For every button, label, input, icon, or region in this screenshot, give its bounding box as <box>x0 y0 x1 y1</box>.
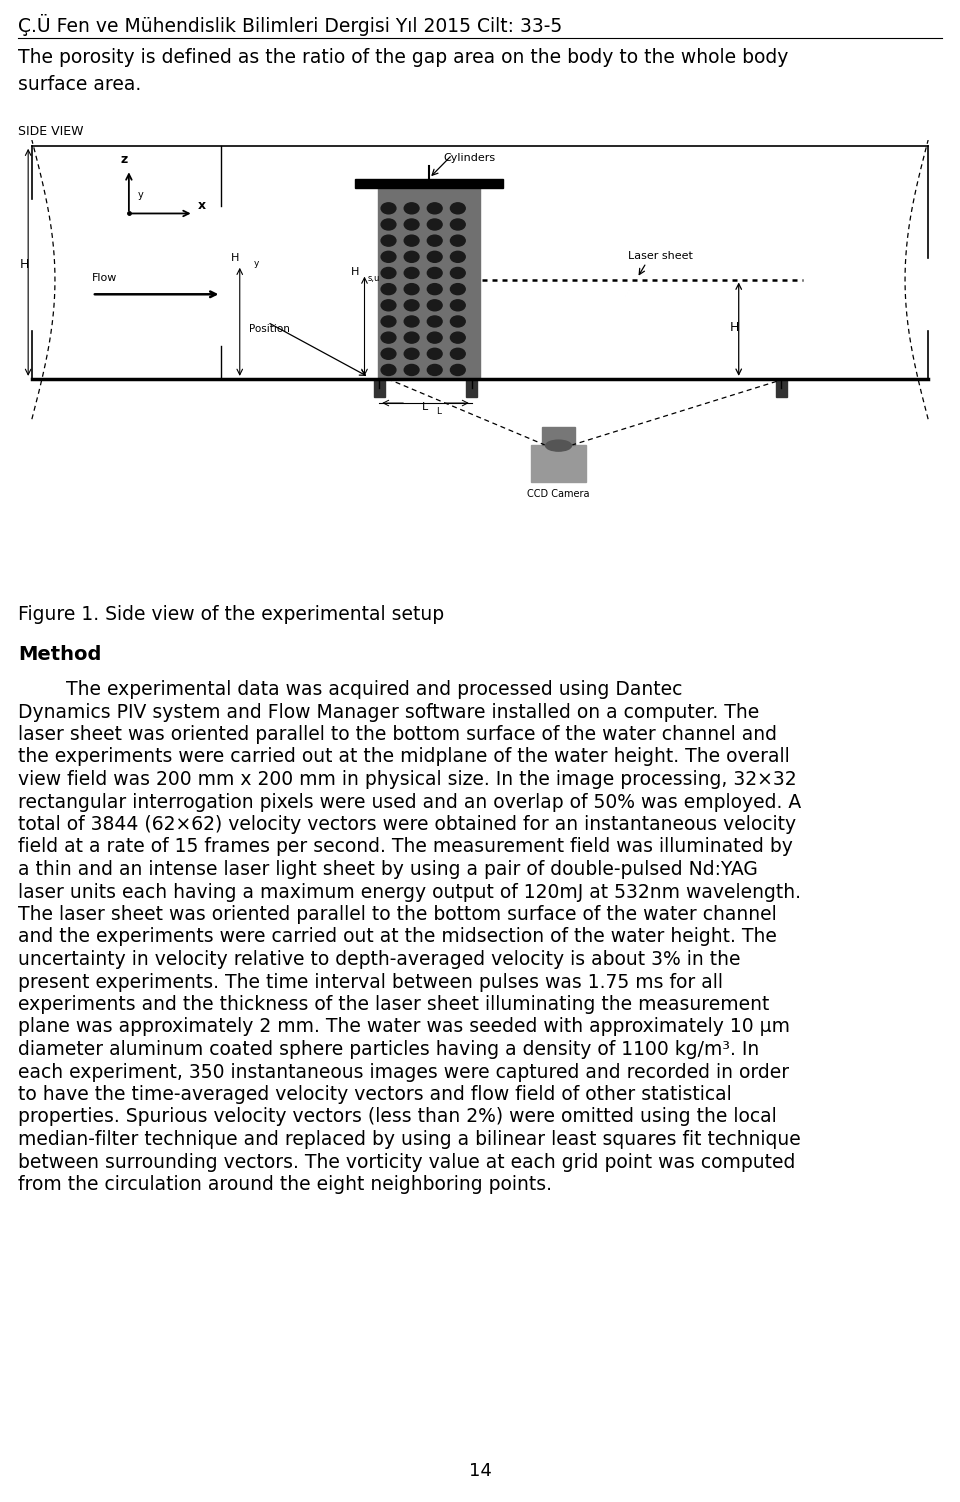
Ellipse shape <box>427 236 443 246</box>
Text: uncertainty in velocity relative to depth-averaged velocity is about 3% in the: uncertainty in velocity relative to dept… <box>18 949 740 969</box>
Ellipse shape <box>450 251 466 263</box>
Text: The laser sheet was oriented parallel to the bottom surface of the water channel: The laser sheet was oriented parallel to… <box>18 906 777 924</box>
Ellipse shape <box>404 348 419 359</box>
Bar <box>531 445 587 482</box>
Ellipse shape <box>404 284 419 294</box>
Text: laser units each having a maximum energy output of 120mJ at 532nm wavelength.: laser units each having a maximum energy… <box>18 883 801 901</box>
Ellipse shape <box>450 284 466 294</box>
Text: L: L <box>421 403 428 413</box>
Text: H: H <box>350 267 359 278</box>
Text: Position: Position <box>249 323 290 333</box>
Bar <box>373 379 385 397</box>
Ellipse shape <box>427 332 443 342</box>
Text: SIDE VIEW: SIDE VIEW <box>18 125 84 138</box>
Text: from the circulation around the eight neighboring points.: from the circulation around the eight ne… <box>18 1175 552 1194</box>
Text: plane was approximately 2 mm. The water was seeded with approximately 10 μm: plane was approximately 2 mm. The water … <box>18 1017 790 1036</box>
Ellipse shape <box>404 332 419 342</box>
Text: field at a rate of 15 frames per second. The measurement field was illuminated b: field at a rate of 15 frames per second.… <box>18 838 793 856</box>
Ellipse shape <box>404 267 419 278</box>
Bar <box>776 379 787 397</box>
Ellipse shape <box>450 267 466 278</box>
Text: Laser sheet: Laser sheet <box>628 251 693 261</box>
Text: between surrounding vectors. The vorticity value at each grid point was computed: between surrounding vectors. The vortici… <box>18 1152 796 1172</box>
Text: y: y <box>138 191 144 200</box>
Text: diameter aluminum coated sphere particles having a density of 1100 kg/m³. In: diameter aluminum coated sphere particle… <box>18 1039 759 1059</box>
Ellipse shape <box>404 203 419 213</box>
Text: 14: 14 <box>468 1461 492 1479</box>
Text: Method: Method <box>18 644 102 664</box>
Ellipse shape <box>381 236 396 246</box>
Ellipse shape <box>427 219 443 230</box>
Text: H: H <box>730 321 739 333</box>
Text: s,u: s,u <box>368 273 379 282</box>
Ellipse shape <box>404 315 419 327</box>
Ellipse shape <box>427 365 443 376</box>
Ellipse shape <box>450 219 466 230</box>
Text: experiments and the thickness of the laser sheet illuminating the measurement: experiments and the thickness of the las… <box>18 994 769 1014</box>
Ellipse shape <box>450 300 466 311</box>
Text: CCD Camera: CCD Camera <box>527 490 589 499</box>
Ellipse shape <box>404 365 419 376</box>
Ellipse shape <box>450 332 466 342</box>
Ellipse shape <box>450 203 466 213</box>
Bar <box>355 179 503 188</box>
Ellipse shape <box>381 315 396 327</box>
Text: z: z <box>121 153 128 165</box>
Ellipse shape <box>427 267 443 278</box>
Ellipse shape <box>450 365 466 376</box>
Text: L: L <box>436 407 441 416</box>
Text: Dynamics PIV system and Flow Manager software installed on a computer. The: Dynamics PIV system and Flow Manager sof… <box>18 703 759 721</box>
Ellipse shape <box>545 440 571 451</box>
Text: present experiments. The time interval between pulses was 1.75 ms for all: present experiments. The time interval b… <box>18 972 723 991</box>
Ellipse shape <box>381 251 396 263</box>
Text: Flow: Flow <box>92 273 117 284</box>
Ellipse shape <box>381 365 396 376</box>
Text: total of 3844 (62×62) velocity vectors were obtained for an instantaneous veloci: total of 3844 (62×62) velocity vectors w… <box>18 816 796 834</box>
Ellipse shape <box>450 348 466 359</box>
Text: rectangular interrogation pixels were used and an overlap of 50% was employed. A: rectangular interrogation pixels were us… <box>18 793 802 811</box>
Ellipse shape <box>450 236 466 246</box>
Text: The experimental data was acquired and processed using Dantec: The experimental data was acquired and p… <box>18 680 683 698</box>
Text: laser sheet was oriented parallel to the bottom surface of the water channel and: laser sheet was oriented parallel to the… <box>18 725 777 743</box>
Bar <box>378 188 480 379</box>
Text: median-filter technique and replaced by using a bilinear least squares fit techn: median-filter technique and replaced by … <box>18 1130 801 1149</box>
Ellipse shape <box>404 236 419 246</box>
Ellipse shape <box>404 251 419 263</box>
Text: Ç.Ü Fen ve Mühendislik Bilimleri Dergisi Yıl 2015 Cilt: 33-5: Ç.Ü Fen ve Mühendislik Bilimleri Dergisi… <box>18 14 563 36</box>
Text: a thin and an intense laser light sheet by using a pair of double-pulsed Nd:YAG: a thin and an intense laser light sheet … <box>18 861 757 879</box>
Ellipse shape <box>427 284 443 294</box>
Text: Cylinders: Cylinders <box>444 153 495 164</box>
Ellipse shape <box>427 300 443 311</box>
Text: to have the time-averaged velocity vectors and flow field of other statistical: to have the time-averaged velocity vecto… <box>18 1084 732 1104</box>
Text: properties. Spurious velocity vectors (less than 2%) were omitted using the loca: properties. Spurious velocity vectors (l… <box>18 1107 777 1126</box>
Ellipse shape <box>381 267 396 278</box>
Text: H: H <box>230 252 239 263</box>
Text: H: H <box>20 258 29 272</box>
Ellipse shape <box>427 315 443 327</box>
Ellipse shape <box>404 219 419 230</box>
Ellipse shape <box>427 203 443 213</box>
Ellipse shape <box>381 348 396 359</box>
Text: view field was 200 mm x 200 mm in physical size. In the image processing, 32×32: view field was 200 mm x 200 mm in physic… <box>18 771 797 789</box>
Text: the experiments were carried out at the midplane of the water height. The overal: the experiments were carried out at the … <box>18 748 790 766</box>
Ellipse shape <box>381 332 396 342</box>
Bar <box>467 379 477 397</box>
Text: Figure 1. Side view of the experimental setup: Figure 1. Side view of the experimental … <box>18 605 444 623</box>
Ellipse shape <box>381 300 396 311</box>
Ellipse shape <box>427 348 443 359</box>
Text: and the experiments were carried out at the midsection of the water height. The: and the experiments were carried out at … <box>18 928 777 946</box>
Text: x: x <box>198 198 206 212</box>
Ellipse shape <box>427 251 443 263</box>
Ellipse shape <box>404 300 419 311</box>
Ellipse shape <box>381 284 396 294</box>
Text: The porosity is defined as the ratio of the gap area on the body to the whole bo: The porosity is defined as the ratio of … <box>18 48 788 93</box>
Text: y: y <box>253 258 259 267</box>
Ellipse shape <box>450 315 466 327</box>
Text: each experiment, 350 instantaneous images were captured and recorded in order: each experiment, 350 instantaneous image… <box>18 1062 789 1081</box>
Bar <box>541 427 575 445</box>
Ellipse shape <box>381 219 396 230</box>
Ellipse shape <box>381 203 396 213</box>
